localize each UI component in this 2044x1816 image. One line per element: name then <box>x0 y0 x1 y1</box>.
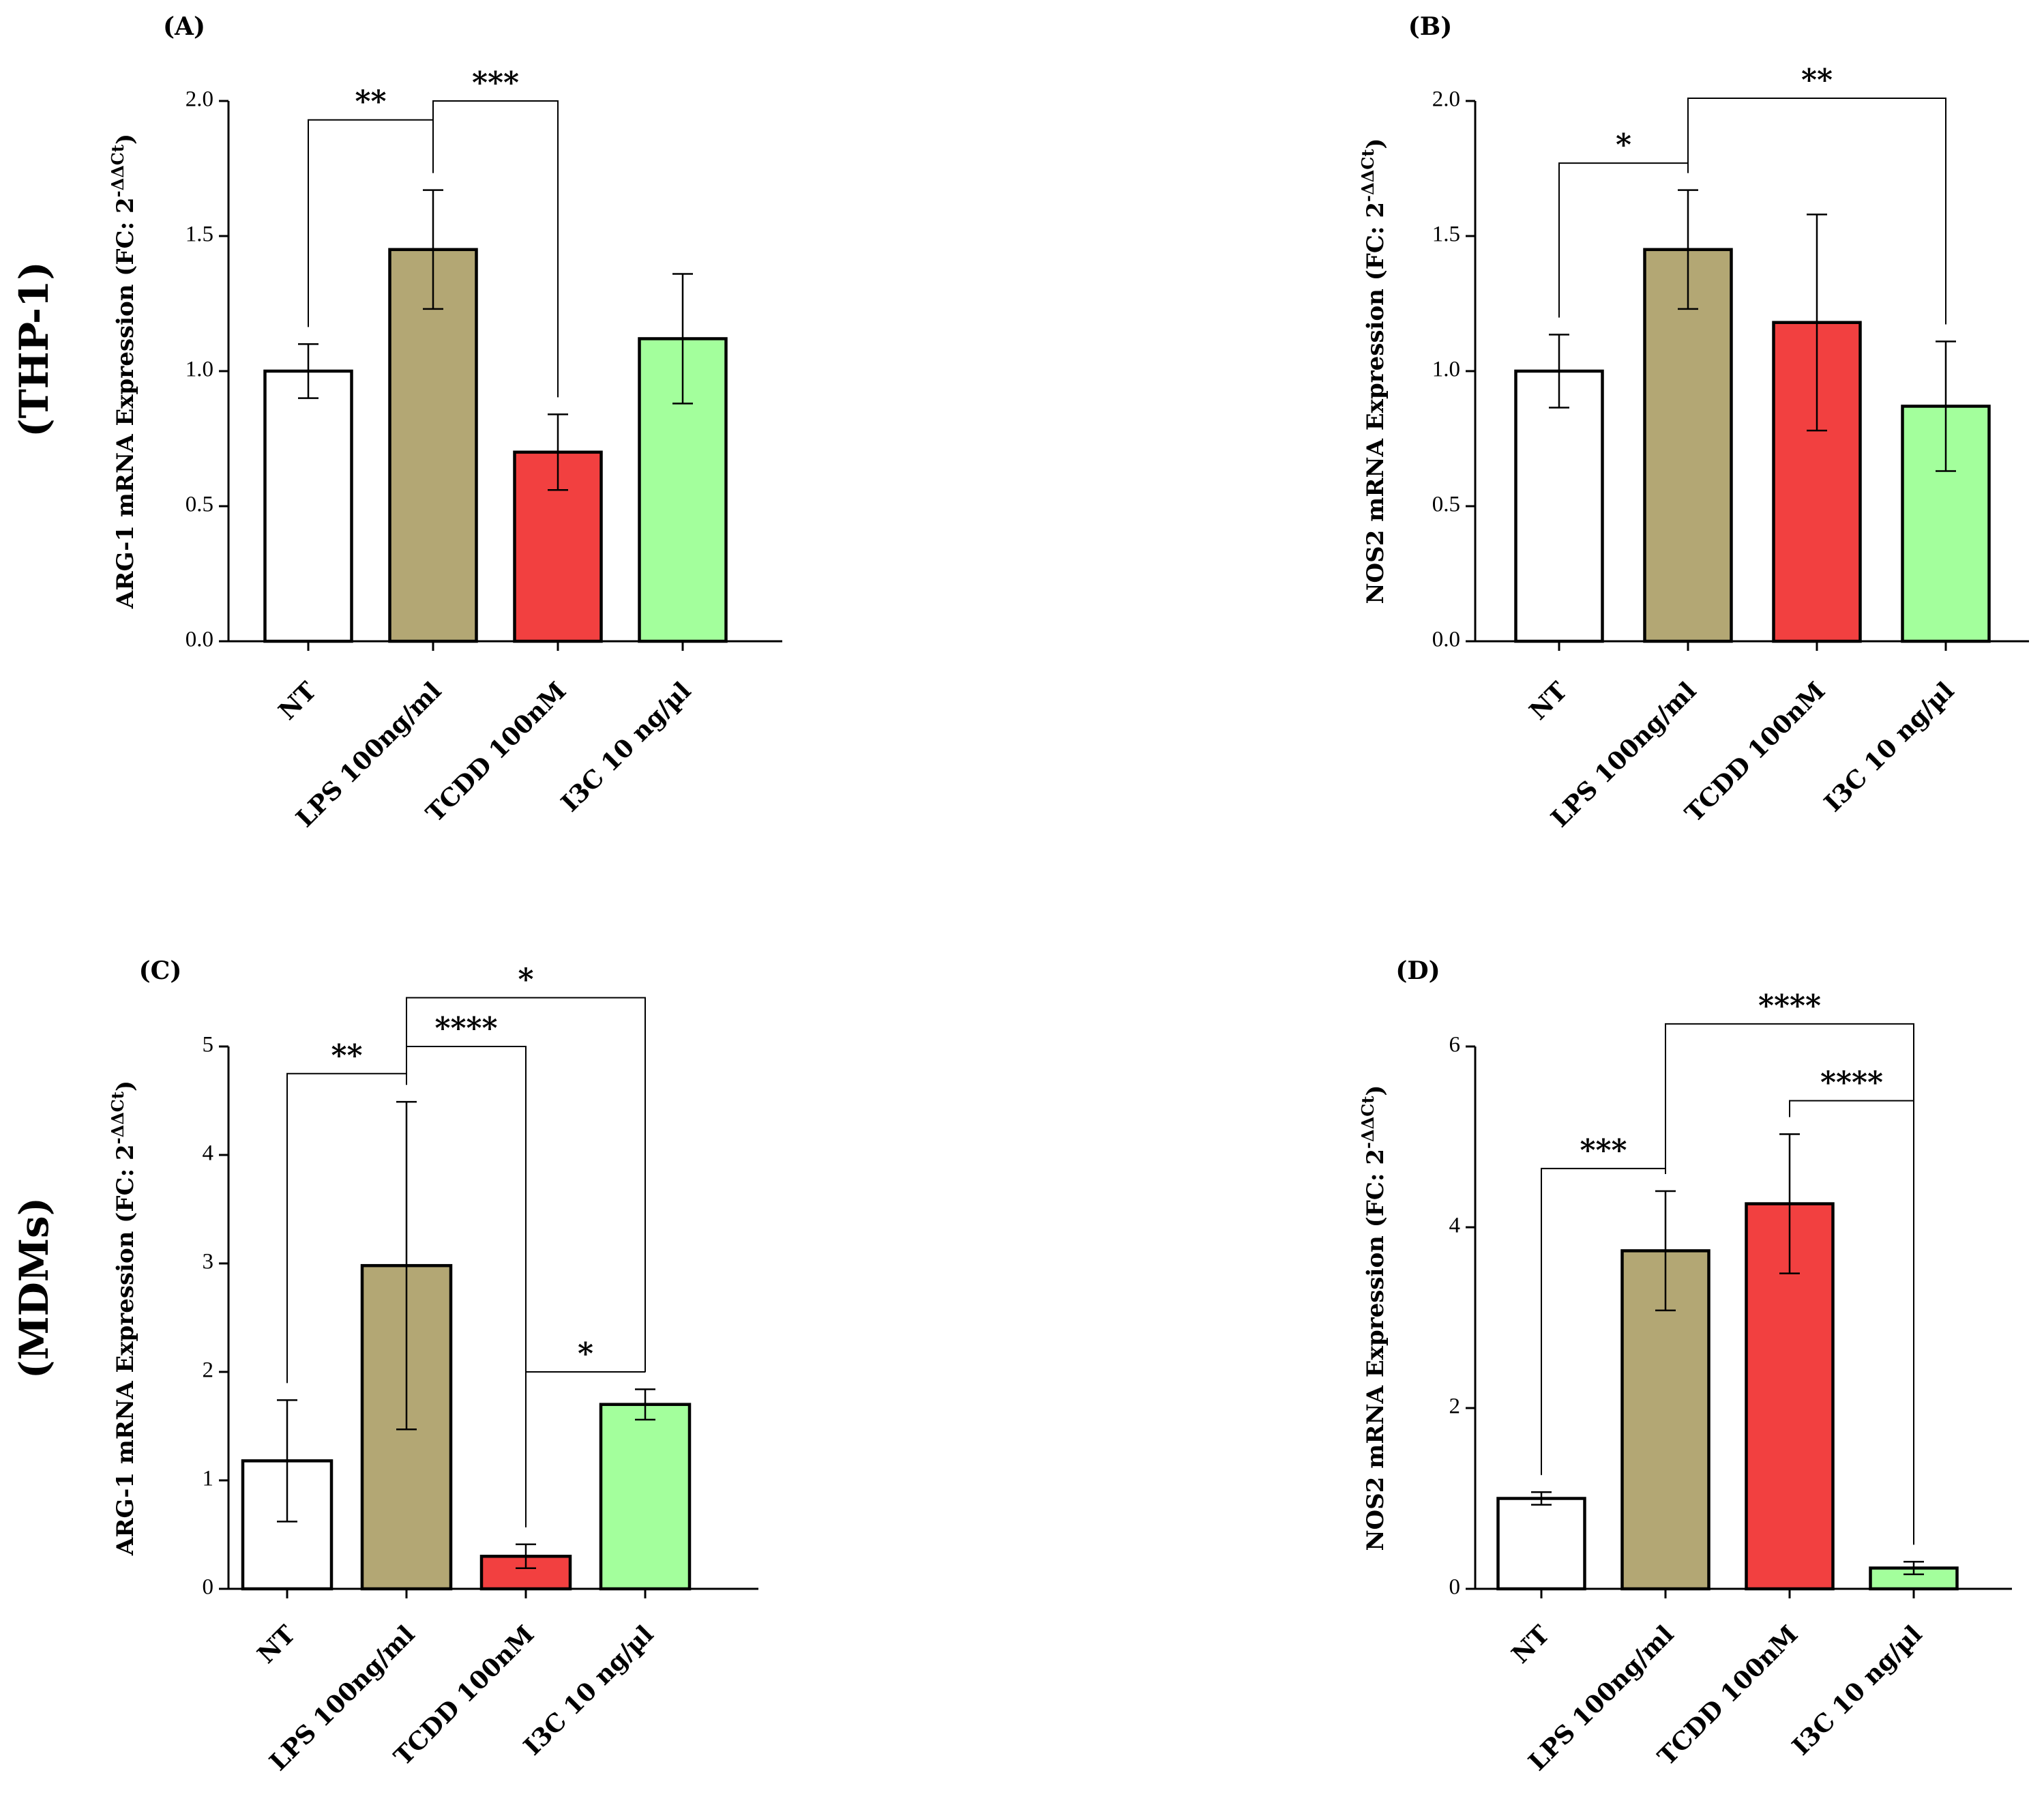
panel-b-y-tick-label: 2.0 <box>1432 87 1460 112</box>
panel-a-y-tick-label: 2.0 <box>186 87 213 112</box>
panel-b-significance-bracket <box>1687 98 1946 325</box>
group-label-thp1: (THP-1) <box>11 261 57 437</box>
panel-a-significance-bracket <box>432 100 559 398</box>
panel-a-label: (A) <box>163 12 205 41</box>
panel-d-y-tick-label: 6 <box>1449 1033 1461 1057</box>
panel-c-significance-label: ** <box>331 1038 362 1073</box>
panel-b-y-tick-label: 0.5 <box>1432 493 1460 517</box>
panel-a-y-tick-label: 0.0 <box>186 628 213 652</box>
panel-a-bar-nt <box>263 369 353 643</box>
panel-c-significance-label: * <box>578 1336 593 1371</box>
panel-d-label: (D) <box>1395 956 1440 985</box>
panel-c-significance-bracket <box>406 997 646 1373</box>
panel-b-category-label-i3c: I3C 10 ng/µl <box>1819 677 1960 818</box>
panel-c-y-tick-label: 0 <box>203 1575 214 1600</box>
panel-d-y-tick-label: 4 <box>1449 1214 1461 1238</box>
panel-a-y-tick-label: 1.5 <box>186 222 213 247</box>
panel-c-y-tick-label: 3 <box>203 1250 214 1274</box>
panel-a-category-label-nt: NT <box>273 677 322 726</box>
panel-d-significance-label: **** <box>1820 1066 1883 1100</box>
panel-d-bar-nt <box>1496 1497 1586 1591</box>
panel-c-y-tick-label: 5 <box>203 1033 214 1057</box>
chart-panel-b: (B) NOS2 mRNA Expression (FC: 2-ΔΔCt) 0.0 0… <box>1358 12 2029 833</box>
chart-panel-d: (D) NOS2 mRNA Expression (FC: 2-ΔΔCt) 0 2 4 6… <box>1358 956 2012 1776</box>
panel-b-y-tick-label: 0.0 <box>1432 628 1460 652</box>
panel-a-y-tick-label: 1.0 <box>186 357 213 382</box>
panel-c-y-tick-label: 4 <box>203 1141 214 1166</box>
panel-c-bar-i3c <box>599 1403 692 1591</box>
panel-a-category-label-i3c: I3C 10 ng/µl <box>556 677 697 818</box>
panel-d-significance-label: **** <box>1758 988 1821 1023</box>
panel-c-y-tick-label: 2 <box>203 1358 214 1383</box>
panel-d-category-label-i3c: I3C 10 ng/µl <box>1787 1620 1928 1761</box>
panel-c-significance-label: * <box>518 962 533 997</box>
panel-a-y-tick-label: 0.5 <box>186 493 213 517</box>
panel-d-significance-label: *** <box>1580 1133 1627 1168</box>
panel-d-category-label-nt: NT <box>1506 1620 1555 1669</box>
panel-c-significance-bracket <box>525 1371 646 1527</box>
panel-d-significance-bracket <box>1665 1023 1914 1545</box>
panel-d-y-tick-label: 0 <box>1449 1575 1461 1600</box>
panel-b-y-tick-label: 1.5 <box>1432 222 1460 247</box>
panel-b-significance-label: * <box>1616 128 1631 162</box>
panel-d-y-tick-label: 2 <box>1449 1394 1461 1419</box>
panel-b-category-label-tcdd: TCDD 100nM <box>1680 677 1831 828</box>
panel-a-y-axis-label: ARG-1 mRNA Expression (FC: 2-ΔΔCt) <box>108 134 139 609</box>
panel-a-significance-label: *** <box>472 65 519 100</box>
group-label-mdms: (MDMs) <box>11 1197 57 1379</box>
panel-c-label: (C) <box>139 956 182 985</box>
panel-c-y-axis-label: ARG-1 mRNA Expression (FC: 2-ΔΔCt) <box>108 1081 139 1556</box>
panel-c-category-label-nt: NT <box>252 1620 301 1669</box>
panel-b-category-label-nt: NT <box>1524 677 1573 726</box>
panel-b-bar-nt <box>1514 369 1604 643</box>
panel-b-label: (B) <box>1408 12 1453 41</box>
panel-c-y-tick-label: 1 <box>203 1467 214 1491</box>
panel-d-y-axis-label: NOS2 mRNA Expression (FC: 2-ΔΔCt) <box>1358 1085 1389 1551</box>
panel-c-category-label-i3c: I3C 10 ng/µl <box>518 1620 660 1761</box>
panel-b-significance-label: ** <box>1801 63 1833 98</box>
chart-panel-c: (C) ARG-1 mRNA Expression (FC: 2-ΔΔCt) 0 1 2… <box>108 956 758 1776</box>
panel-b-bar-lps <box>1643 248 1733 643</box>
panel-b-y-tick-label: 1.0 <box>1432 357 1460 382</box>
panel-a-significance-label: ** <box>355 85 386 119</box>
panel-c-significance-label: **** <box>434 1011 497 1046</box>
panel-b-y-axis-label: NOS2 mRNA Expression (FC: 2-ΔΔCt) <box>1358 138 1389 604</box>
chart-panel-a: (A) ARG-1 mRNA Expression (FC: 2-ΔΔCt) 0.0… <box>108 12 782 833</box>
panel-a-bar-lps <box>388 248 478 643</box>
